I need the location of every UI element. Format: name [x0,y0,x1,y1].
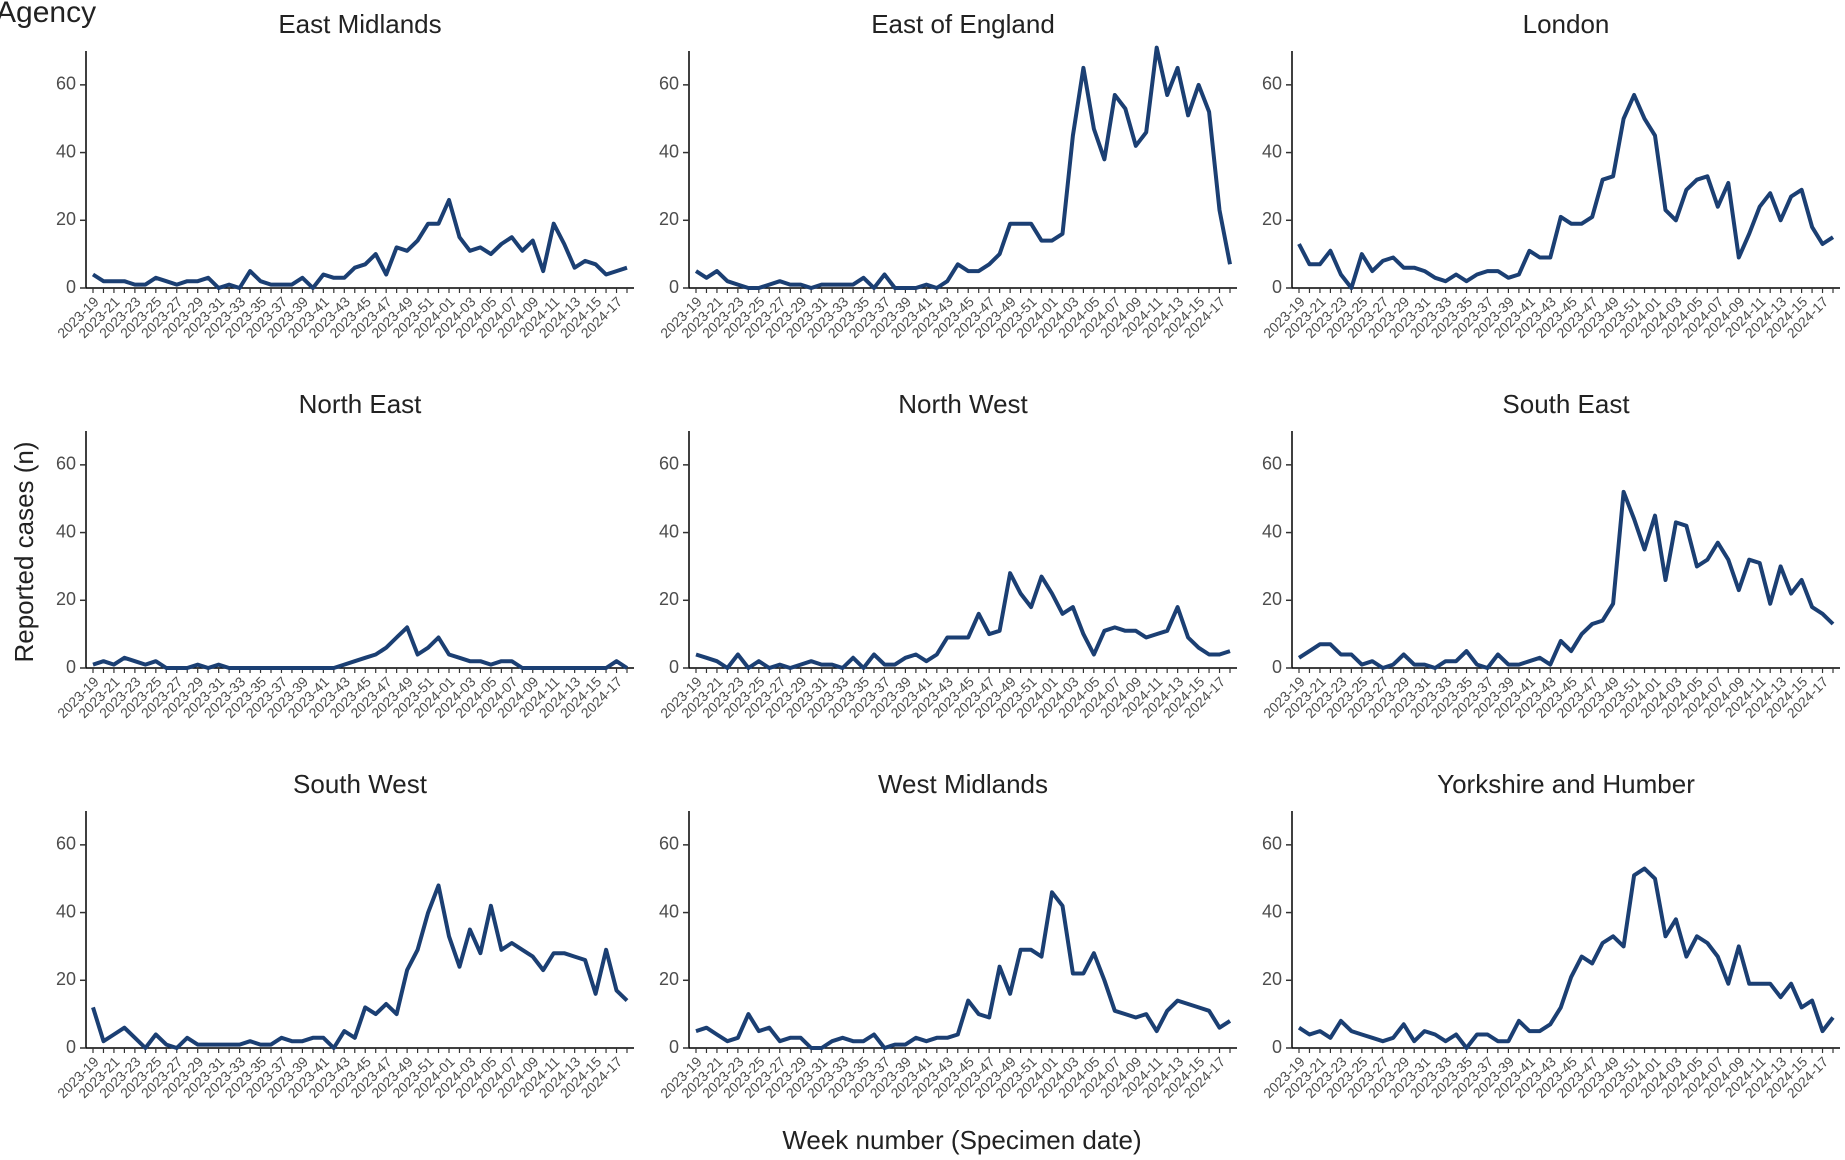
y-tick-label: 60 [659,74,679,94]
y-tick-label: 0 [66,657,76,677]
panel-title: South East [1502,389,1630,419]
panel-title: East of England [871,9,1055,39]
y-tick-label: 60 [56,454,76,474]
y-tick-label: 0 [66,277,76,297]
y-tick-label: 0 [1272,1037,1282,1057]
y-tick-label: 60 [1262,74,1282,94]
y-tick-label: 20 [659,209,679,229]
y-tick-label: 20 [1262,589,1282,609]
y-tick-label: 0 [669,657,679,677]
y-tick-label: 40 [56,141,76,161]
y-tick-label: 0 [669,1037,679,1057]
y-tick-label: 20 [56,589,76,609]
y-tick-label: 0 [669,277,679,297]
series-line [695,571,1231,670]
y-tick-label: 40 [1262,901,1282,921]
y-tick-label: 20 [659,969,679,989]
y-tick-label: 40 [659,521,679,541]
y-tick-label: 20 [56,969,76,989]
y-tick-label: 40 [1262,141,1282,161]
y-tick-label: 60 [659,454,679,474]
panel-title: London [1523,9,1610,39]
x-axis-label: Week number (Specimen date) [782,1125,1141,1155]
y-tick-label: 20 [1262,969,1282,989]
y-tick-label: 20 [659,589,679,609]
y-tick-label: 60 [56,834,76,854]
series-line [1297,489,1835,670]
series-line [92,625,629,670]
series-line [91,883,629,1050]
y-tick-label: 40 [56,901,76,921]
series-line [1297,866,1835,1050]
figure-title: Agency [0,0,96,29]
series-line [695,890,1232,1050]
y-tick-label: 60 [1262,454,1282,474]
y-tick-label: 60 [56,74,76,94]
panel-title: South West [293,769,428,799]
panel-title: East Midlands [278,9,441,39]
y-axis-label: Reported cases (n) [9,441,39,662]
y-tick-label: 40 [56,521,76,541]
y-tick-label: 60 [659,834,679,854]
panel-title: Yorkshire and Humber [1437,769,1695,799]
series-line [1297,93,1835,290]
panel-title: West Midlands [878,769,1048,799]
panel-title: North East [299,389,423,419]
series-line [91,198,628,290]
y-tick-label: 40 [659,901,679,921]
y-tick-label: 0 [1272,657,1282,677]
series-line [694,45,1232,290]
y-tick-label: 60 [1262,834,1282,854]
panel-title: North West [898,389,1028,419]
y-tick-label: 0 [66,1037,76,1057]
y-tick-label: 20 [56,209,76,229]
y-tick-label: 20 [1262,209,1282,229]
y-tick-label: 0 [1272,277,1282,297]
y-tick-label: 40 [659,141,679,161]
y-tick-label: 40 [1262,521,1282,541]
